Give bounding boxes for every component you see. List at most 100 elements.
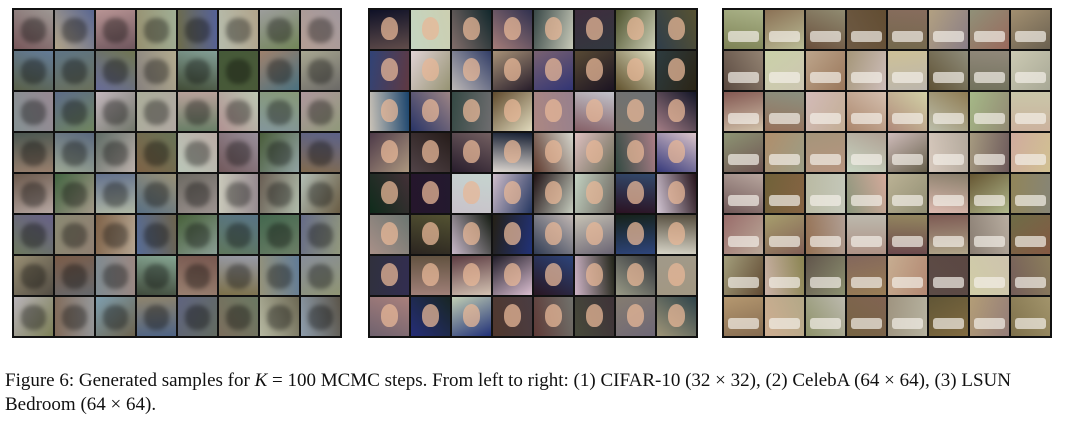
lsun-bedroom-sample-tile (847, 256, 886, 295)
lsun-bedroom-sample-tile (970, 10, 1009, 49)
celeba-sample-tile (575, 51, 614, 90)
celeba-sample-tile (493, 51, 532, 90)
cifar10-sample-tile (14, 51, 53, 90)
cifar10-sample-tile (301, 92, 340, 131)
lsun-bedroom-sample-tile (806, 133, 845, 172)
celeba-sample-tile (411, 92, 450, 131)
lsun-bedroom-sample-tile (888, 92, 927, 131)
cifar10-sample-tile (219, 92, 258, 131)
lsun-bedroom-sample-tile (765, 10, 804, 49)
cifar10-sample-tile (301, 51, 340, 90)
lsun-bedroom-sample-tile (765, 133, 804, 172)
lsun-bedroom-sample-tile (888, 133, 927, 172)
celeba-sample-tile (616, 92, 655, 131)
celeba-sample-tile (493, 215, 532, 254)
celeba-sample-tile (493, 297, 532, 336)
lsun-bedroom-sample-tile (1011, 215, 1050, 254)
cifar10-sample-tile (55, 51, 94, 90)
lsun-bedroom-sample-tile (1011, 92, 1050, 131)
cifar10-sample-tile (55, 297, 94, 336)
cifar10-sample-tile (219, 215, 258, 254)
lsun-bedroom-sample-tile (970, 51, 1009, 90)
cifar10-sample-tile (14, 92, 53, 131)
lsun-bedroom-sample-tile (724, 215, 763, 254)
celeba-sample-tile (534, 10, 573, 49)
celeba-sample-tile (575, 215, 614, 254)
lsun-bedroom-sample-tile (970, 215, 1009, 254)
celeba-sample-tile (657, 256, 696, 295)
lsun-bedroom-sample-tile (970, 256, 1009, 295)
cifar10-sample-tile (260, 297, 299, 336)
celeba-sample-tile (370, 51, 409, 90)
caption-variable: K (254, 370, 268, 391)
celeba-sample-tile (411, 215, 450, 254)
cifar10-sample-tile (219, 297, 258, 336)
cifar10-sample-tile (301, 297, 340, 336)
cifar10-sample-tile (301, 256, 340, 295)
celeba-sample-tile (534, 297, 573, 336)
celeba-sample-tile (657, 133, 696, 172)
celeba-sample-tile (411, 256, 450, 295)
cifar10-sample-tile (219, 10, 258, 49)
cifar10-sample-tile (96, 215, 135, 254)
cifar10-sample-tile (301, 174, 340, 213)
celeba-sample-tile (411, 297, 450, 336)
celeba-sample-tile (452, 133, 491, 172)
cifar10-sample-tile (137, 256, 176, 295)
cifar10-sample-tile (96, 10, 135, 49)
celeba-sample-tile (411, 10, 450, 49)
cifar10-sample-tile (137, 297, 176, 336)
lsun-bedroom-sample-tile (847, 51, 886, 90)
celeba-sample-tile (575, 10, 614, 49)
celeba-sample-tile (493, 256, 532, 295)
lsun-bedroom-sample-tile (847, 174, 886, 213)
cifar10-sample-tile (260, 133, 299, 172)
lsun-bedroom-sample-tile (1011, 133, 1050, 172)
cifar10-sample-grid (12, 8, 342, 338)
figure-6 (0, 0, 1070, 340)
lsun-bedroom-sample-tile (929, 10, 968, 49)
celeba-sample-tile (370, 215, 409, 254)
celeba-sample-tile (534, 256, 573, 295)
lsun-bedroom-sample-tile (929, 92, 968, 131)
lsun-bedroom-sample-tile (888, 297, 927, 336)
cifar10-sample-tile (14, 174, 53, 213)
celeba-sample-tile (493, 174, 532, 213)
celeba-sample-tile (452, 174, 491, 213)
celeba-sample-tile (370, 92, 409, 131)
celeba-sample-tile (657, 10, 696, 49)
cifar10-sample-tile (137, 10, 176, 49)
cifar10-sample-tile (219, 133, 258, 172)
cifar10-sample-tile (137, 215, 176, 254)
cifar10-sample-tile (260, 174, 299, 213)
cifar10-sample-tile (96, 256, 135, 295)
figure-caption: Figure 6: Generated samples for K = 100 … (5, 369, 1065, 417)
cifar10-sample-tile (219, 51, 258, 90)
lsun-bedroom-sample-tile (806, 256, 845, 295)
lsun-bedroom-sample-tile (724, 174, 763, 213)
lsun-bedroom-sample-tile (970, 297, 1009, 336)
lsun-bedroom-sample-tile (929, 215, 968, 254)
lsun-bedroom-sample-tile (765, 174, 804, 213)
lsun-bedroom-sample-tile (1011, 256, 1050, 295)
cifar10-sample-tile (55, 133, 94, 172)
lsun-bedroom-sample-tile (888, 256, 927, 295)
celeba-sample-tile (452, 51, 491, 90)
cifar10-sample-tile (14, 256, 53, 295)
celeba-sample-tile (616, 256, 655, 295)
lsun-bedroom-sample-tile (847, 92, 886, 131)
lsun-bedroom-sample-tile (847, 297, 886, 336)
caption-text-after: = 100 MCMC steps. From left to right: (1… (5, 370, 1011, 415)
lsun-bedroom-sample-tile (929, 51, 968, 90)
cifar10-sample-tile (137, 133, 176, 172)
celeba-sample-tile (370, 10, 409, 49)
cifar10-sample-tile (96, 297, 135, 336)
cifar10-sample-tile (96, 133, 135, 172)
caption-text-before: Generated samples for (78, 370, 250, 391)
celeba-sample-tile (657, 215, 696, 254)
celeba-sample-tile (575, 174, 614, 213)
lsun-bedroom-sample-tile (765, 297, 804, 336)
cifar10-sample-tile (96, 92, 135, 131)
cifar10-sample-tile (260, 92, 299, 131)
cifar10-sample-tile (14, 297, 53, 336)
